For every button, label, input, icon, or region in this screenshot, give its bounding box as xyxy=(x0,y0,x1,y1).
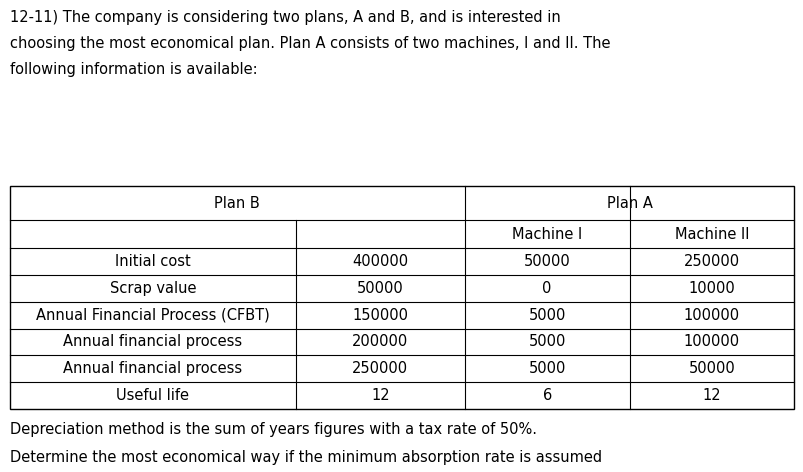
Text: 150000: 150000 xyxy=(352,308,408,322)
Text: Machine I: Machine I xyxy=(512,227,581,242)
Text: Determine the most economical way if the minimum absorption rate is assumed: Determine the most economical way if the… xyxy=(10,450,601,465)
Text: 12-11) The company is considering two plans, A and B, and is interested in: 12-11) The company is considering two pl… xyxy=(10,10,560,25)
Text: 10000: 10000 xyxy=(687,281,735,295)
Text: 400000: 400000 xyxy=(352,254,408,269)
Text: Annual financial process: Annual financial process xyxy=(63,335,243,349)
Text: Plan B: Plan B xyxy=(214,196,259,211)
Text: Useful life: Useful life xyxy=(116,388,190,403)
Text: 50000: 50000 xyxy=(357,281,403,295)
Text: 12: 12 xyxy=(371,388,389,403)
Text: 50000: 50000 xyxy=(523,254,570,269)
Text: 0: 0 xyxy=(542,281,551,295)
Text: 50000: 50000 xyxy=(687,362,735,376)
Text: 100000: 100000 xyxy=(683,335,739,349)
Text: 100000: 100000 xyxy=(683,308,739,322)
Text: 6: 6 xyxy=(542,388,551,403)
Text: Annual financial process: Annual financial process xyxy=(63,362,243,376)
Text: 5000: 5000 xyxy=(528,362,565,376)
Text: Plan A: Plan A xyxy=(606,196,652,211)
Text: Scrap value: Scrap value xyxy=(109,281,196,295)
Text: 12: 12 xyxy=(702,388,720,403)
Text: Initial cost: Initial cost xyxy=(115,254,190,269)
Text: choosing the most economical plan. Plan A consists of two machines, I and II. Th: choosing the most economical plan. Plan … xyxy=(10,36,609,51)
Text: Machine II: Machine II xyxy=(674,227,748,242)
Text: following information is available:: following information is available: xyxy=(10,62,257,77)
Text: 250000: 250000 xyxy=(352,362,408,376)
Text: 5000: 5000 xyxy=(528,308,565,322)
Text: 200000: 200000 xyxy=(352,335,408,349)
Text: 5000: 5000 xyxy=(528,335,565,349)
Text: 250000: 250000 xyxy=(683,254,739,269)
Text: Depreciation method is the sum of years figures with a tax rate of 50%.: Depreciation method is the sum of years … xyxy=(10,422,536,438)
Text: Annual Financial Process (CFBT): Annual Financial Process (CFBT) xyxy=(36,308,269,322)
Bar xyxy=(10,186,793,409)
